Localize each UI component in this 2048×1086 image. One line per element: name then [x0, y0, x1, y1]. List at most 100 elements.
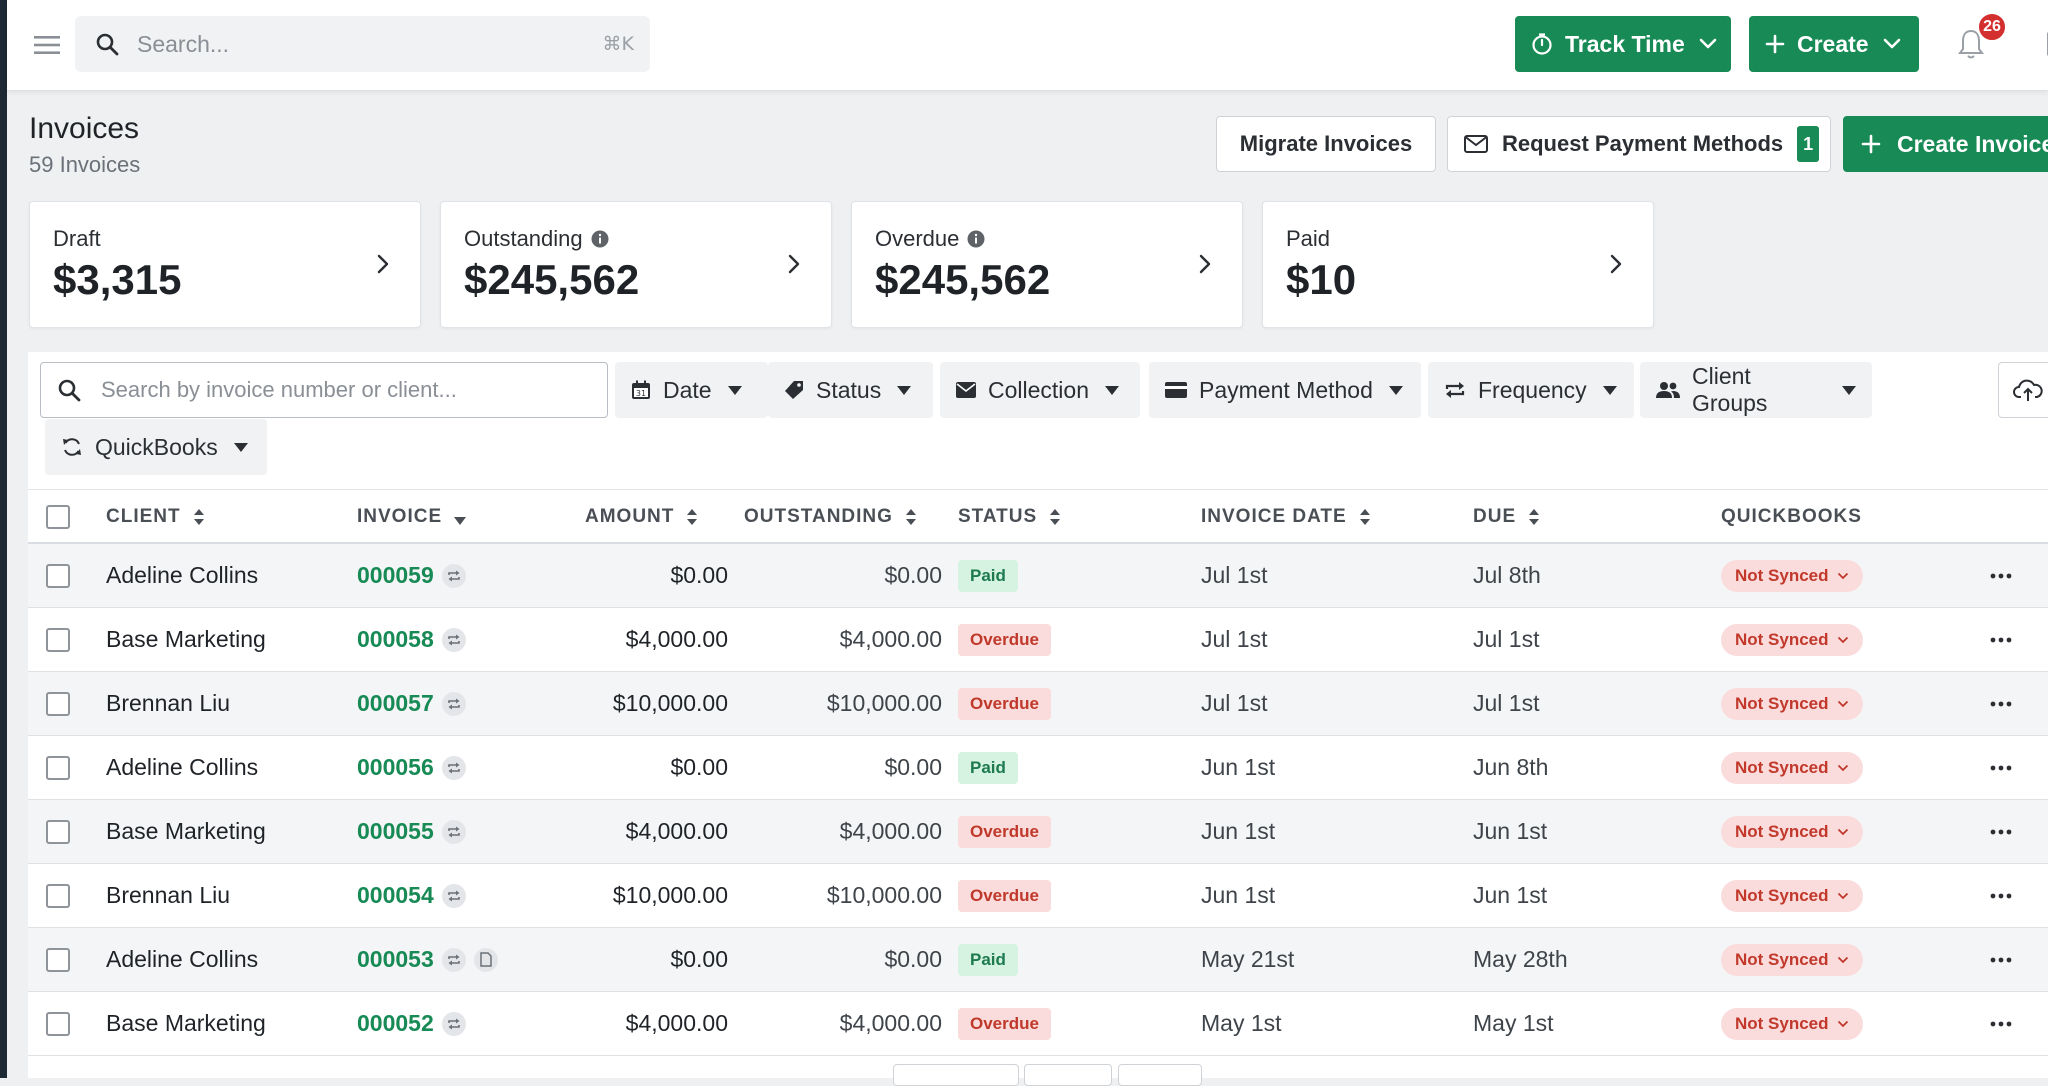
invoice-number-link[interactable]: 000053	[357, 946, 434, 972]
amount-value: $4,000.00	[625, 818, 728, 844]
summary-card-draft[interactable]: Draft $3,315	[29, 201, 421, 328]
client-name[interactable]: Adeline Collins	[106, 754, 259, 780]
more-icon[interactable]	[1990, 829, 2012, 835]
export-button[interactable]	[1998, 362, 2048, 418]
invoice-date-value: Jun 1st	[1201, 818, 1276, 844]
row-checkbox[interactable]	[46, 755, 70, 780]
summary-card-paid[interactable]: Paid $10	[1262, 201, 1654, 328]
global-search-input[interactable]	[135, 29, 603, 59]
quickbooks-sync-dropdown[interactable]: Not Synced	[1721, 815, 1863, 848]
summary-card-outstanding[interactable]: Outstanding $245,562	[440, 201, 832, 328]
due-date-value: Jun 1st	[1473, 818, 1548, 844]
create-button[interactable]: Create	[1749, 16, 1919, 72]
track-time-button[interactable]: Track Time	[1515, 16, 1731, 72]
quickbooks-sync-dropdown[interactable]: Not Synced	[1721, 751, 1863, 784]
invoice-search[interactable]	[40, 362, 608, 418]
more-icon[interactable]	[1990, 637, 2012, 643]
select-all-checkbox[interactable]	[46, 504, 70, 529]
global-search[interactable]: ⌘K	[75, 16, 650, 72]
column-header-due[interactable]: DUE	[1473, 490, 1540, 543]
column-header-outstanding[interactable]: OUTSTANDING	[744, 490, 917, 543]
more-icon[interactable]	[1990, 957, 2012, 963]
card-value: $245,562	[464, 256, 640, 303]
client-name[interactable]: Base Marketing	[106, 1010, 266, 1036]
notifications-button[interactable]	[1957, 28, 1985, 60]
table-row[interactable]: Adeline Collins 000059 $0.00 $0.00 Paid Jul 1…	[28, 544, 2048, 608]
row-checkbox[interactable]	[46, 819, 70, 844]
create-invoice-button[interactable]: Create Invoice	[1843, 116, 2048, 172]
column-header-invoice[interactable]: INVOICE	[357, 490, 467, 543]
invoice-number-link[interactable]: 000059	[357, 562, 434, 588]
quickbooks-sync-dropdown[interactable]: Not Synced	[1721, 687, 1863, 720]
pagination-control[interactable]	[1118, 1064, 1202, 1086]
top-bar: ⌘K Track Time Create 26	[7, 0, 2048, 91]
client-name[interactable]: Adeline Collins	[106, 562, 259, 588]
row-checkbox[interactable]	[46, 947, 70, 972]
row-checkbox[interactable]	[46, 1011, 70, 1036]
more-icon[interactable]	[1990, 701, 2012, 707]
quickbooks-sync-dropdown[interactable]: Not Synced	[1721, 623, 1863, 656]
recurring-icon	[441, 1011, 466, 1036]
amount-value: $4,000.00	[625, 626, 728, 652]
filter-payment-method[interactable]: Payment Method	[1149, 362, 1421, 418]
quickbooks-sync-dropdown[interactable]: Not Synced	[1721, 1007, 1863, 1040]
row-checkbox[interactable]	[46, 883, 70, 908]
info-icon[interactable]	[591, 230, 609, 248]
quickbooks-sync-dropdown[interactable]: Not Synced	[1721, 559, 1863, 592]
document-icon[interactable]	[473, 947, 498, 972]
table-row[interactable]: Base Marketing 000055 $4,000.00 $4,000.00 Ov…	[28, 800, 2048, 864]
table-row[interactable]: Base Marketing 000052 $4,000.00 $4,000.00 Ov…	[28, 992, 2048, 1056]
column-header-amount[interactable]: AMOUNT	[585, 490, 698, 543]
request-payment-methods-button[interactable]: Request Payment Methods 1	[1447, 116, 1831, 172]
pagination-control[interactable]	[1024, 1064, 1112, 1086]
quickbooks-sync-dropdown[interactable]: Not Synced	[1721, 879, 1863, 912]
more-icon[interactable]	[1990, 765, 2012, 771]
filter-client-groups[interactable]: Client Groups	[1640, 362, 1872, 418]
row-checkbox[interactable]	[46, 691, 70, 716]
sort-desc-icon	[454, 516, 467, 525]
table-row[interactable]: Adeline Collins 000056 $0.00 $0.00 Paid Jun 1…	[28, 736, 2048, 800]
summary-card-overdue[interactable]: Overdue $245,562	[851, 201, 1243, 328]
row-checkbox[interactable]	[46, 563, 70, 588]
client-name[interactable]: Brennan Liu	[106, 690, 231, 716]
row-checkbox[interactable]	[46, 627, 70, 652]
client-name[interactable]: Base Marketing	[106, 626, 266, 652]
client-name[interactable]: Adeline Collins	[106, 946, 259, 972]
filter-quickbooks[interactable]: QuickBooks	[45, 419, 267, 475]
filter-frequency-label: Frequency	[1478, 376, 1587, 403]
client-name[interactable]: Brennan Liu	[106, 882, 231, 908]
more-icon[interactable]	[1990, 893, 2012, 899]
info-icon[interactable]	[967, 230, 985, 248]
more-icon[interactable]	[1990, 573, 2012, 579]
envelope-icon	[1464, 135, 1488, 153]
table-row[interactable]: Brennan Liu 000054 $10,000.00 $10,000.00 Ove…	[28, 864, 2048, 928]
invoice-number-link[interactable]: 000055	[357, 818, 434, 844]
filter-client-groups-label: Client Groups	[1692, 363, 1768, 416]
filter-frequency[interactable]: Frequency	[1428, 362, 1634, 418]
client-name[interactable]: Base Marketing	[106, 818, 266, 844]
invoice-search-input[interactable]	[99, 376, 607, 404]
hamburger-menu-button[interactable]	[27, 28, 67, 62]
invoice-number-link[interactable]: 000052	[357, 1010, 434, 1036]
filter-status[interactable]: Status	[768, 362, 933, 418]
column-header-status[interactable]: STATUS	[958, 490, 1061, 543]
card-value: $3,315	[53, 256, 182, 303]
table-row[interactable]: Brennan Liu 000057 $10,000.00 $10,000.00 Ove…	[28, 672, 2048, 736]
filter-date[interactable]: 31 Date	[615, 362, 768, 418]
invoice-number-link[interactable]: 000056	[357, 754, 434, 780]
quickbooks-sync-dropdown[interactable]: Not Synced	[1721, 943, 1863, 976]
table-row[interactable]: Adeline Collins 000053 $0.00 $0.00 Paid May 2…	[28, 928, 2048, 992]
invoice-number-link[interactable]: 000057	[357, 690, 434, 716]
column-label: OUTSTANDING	[744, 505, 893, 527]
column-header-client[interactable]: CLIENT	[106, 490, 205, 543]
column-header-invoice-date[interactable]: INVOICE DATE	[1201, 490, 1371, 543]
table-row[interactable]: Base Marketing 000058 $4,000.00 $4,000.00 Ov…	[28, 608, 2048, 672]
migrate-invoices-button[interactable]: Migrate Invoices	[1216, 116, 1436, 172]
sync-icon	[61, 436, 83, 458]
repeat-icon	[1444, 381, 1466, 399]
invoice-number-link[interactable]: 000058	[357, 626, 434, 652]
invoice-number-link[interactable]: 000054	[357, 882, 434, 908]
filter-collection[interactable]: Collection	[940, 362, 1140, 418]
pagination-control[interactable]	[893, 1064, 1019, 1086]
more-icon[interactable]	[1990, 1021, 2012, 1027]
